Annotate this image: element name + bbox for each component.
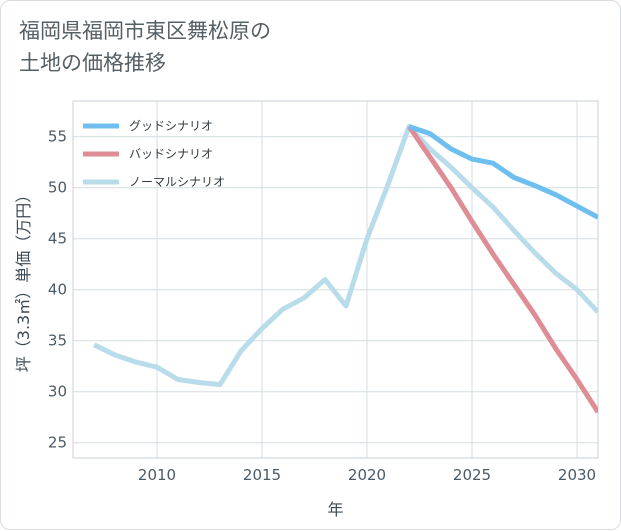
grid-lines — [73, 101, 598, 458]
y-tick-label: 40 — [48, 281, 67, 299]
x-tick-label: 2010 — [138, 466, 176, 484]
y-tick-label: 35 — [48, 332, 67, 350]
y-tick-label: 30 — [48, 383, 67, 401]
y-tick-label: 25 — [48, 434, 67, 452]
series-line-2 — [92, 124, 598, 388]
legend-label: ノーマルシナリオ — [129, 175, 225, 189]
chart-title: 福岡県福岡市東区舞松原の 土地の価格推移 — [19, 19, 271, 75]
x-tick-label: 2020 — [348, 466, 386, 484]
x-tick-label: 2015 — [243, 466, 281, 484]
y-tick-label: 55 — [48, 128, 67, 146]
legend-label: バッドシナリオ — [129, 147, 213, 161]
x-tick-label: 2030 — [558, 466, 596, 484]
y-axis-label: 坪（3.3㎡）単価（万円） — [14, 187, 33, 372]
x-tick-label: 2025 — [453, 466, 491, 484]
data-series — [92, 124, 598, 414]
series-line-0 — [408, 124, 598, 220]
legend-label: グッドシナリオ — [129, 119, 213, 133]
y-tick-label: 50 — [48, 179, 67, 197]
x-axis-label: 年 — [327, 500, 343, 519]
plot-area — [72, 100, 599, 459]
y-tick-label: 45 — [48, 230, 67, 248]
axis-ticks: 2010 2015 2020 2025 2030 25 30 35 40 45 50 55 — [48, 128, 596, 484]
series-line-1 — [406, 125, 598, 414]
